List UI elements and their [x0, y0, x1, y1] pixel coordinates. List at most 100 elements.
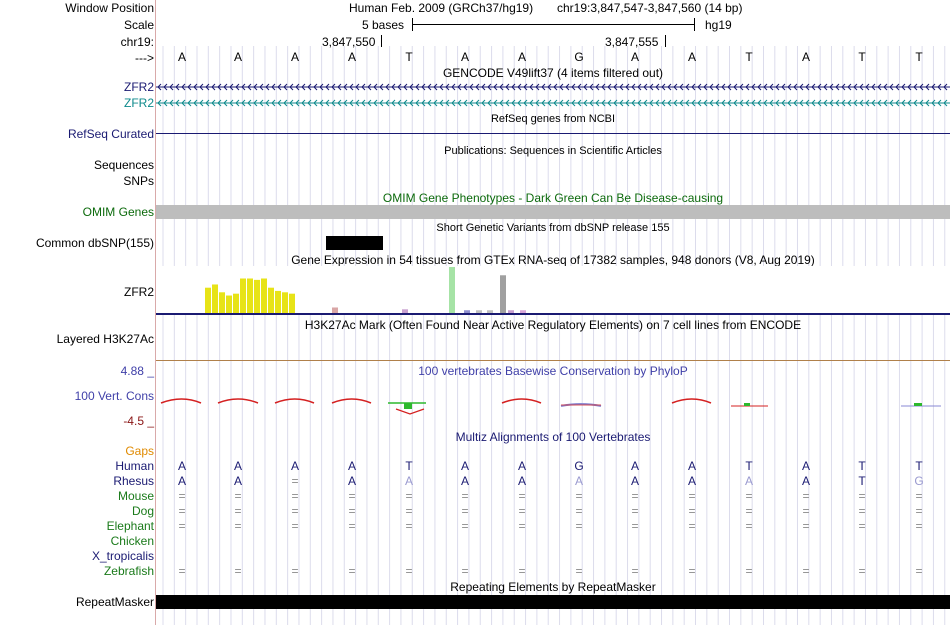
alignment-base: = [575, 504, 583, 518]
refseq-gene-line[interactable] [156, 133, 950, 134]
base: A [460, 50, 469, 64]
base: T [858, 50, 866, 64]
strand-chevron [469, 83, 474, 91]
gtex-expression-chart[interactable] [156, 266, 950, 316]
species-label-zebrafish[interactable]: Zebrafish [103, 564, 154, 578]
strand-chevron [601, 83, 606, 91]
strand-chevron [415, 99, 420, 107]
strand-chevron [865, 83, 870, 91]
base: T [745, 50, 753, 64]
strand-chevron [811, 83, 816, 91]
strand-chevron [463, 83, 468, 91]
dbsnp-variant[interactable] [326, 236, 383, 250]
gtex-tissue-bar [402, 309, 408, 313]
strand-chevron [559, 83, 564, 91]
alignment-base: T [858, 459, 866, 473]
repeatmasker-track-title[interactable]: Repeating Elements by RepeatMasker [450, 580, 656, 594]
species-label-chicken[interactable]: Chicken [110, 534, 154, 548]
gencode-gene-1[interactable] [156, 81, 950, 93]
strand-chevron [937, 99, 942, 107]
h3k27ac-baseline [156, 360, 950, 361]
h3k27ac-track-title[interactable]: H3K27Ac Mark (Often Found Near Active Re… [304, 318, 802, 332]
alignment-base: = [802, 489, 810, 503]
strand-chevron [229, 99, 234, 107]
species-label-rhesus[interactable]: Rhesus [113, 474, 154, 488]
multiz-track-title[interactable]: Multiz Alignments of 100 Vertebrates [455, 430, 651, 444]
base: A [630, 50, 639, 64]
alignment-base: G [574, 459, 584, 473]
alignment-base: = [405, 564, 413, 578]
repeatmasker-label[interactable]: RepeatMasker [75, 595, 154, 609]
alignment-base: = [405, 519, 413, 533]
repeatmasker-bar[interactable] [156, 595, 950, 609]
strand-chevron [541, 83, 546, 91]
strand-chevron [769, 99, 774, 107]
gencode-gene-label-1[interactable]: ZFR2 [124, 80, 154, 94]
alignment-base: A [630, 474, 639, 488]
gtex-tissue-bar [254, 279, 260, 313]
strand-chevron [205, 83, 210, 91]
strand-chevron [619, 83, 624, 91]
strand-chevron [457, 83, 462, 91]
omim-feature-bar[interactable] [156, 205, 950, 219]
strand-chevron [331, 99, 336, 107]
base: A [290, 50, 299, 64]
strand-chevron [427, 83, 432, 91]
species-label-mouse[interactable]: Mouse [117, 489, 154, 503]
alignment-base: = [348, 564, 356, 578]
strand-chevron [157, 83, 162, 91]
strand-chevron [907, 83, 912, 91]
publications-track-title[interactable]: Publications: Sequences in Scientific Ar… [444, 145, 662, 157]
gtex-track-title[interactable]: Gene Expression in 54 tissues from GTEx … [291, 253, 815, 267]
species-label-human[interactable]: Human [115, 459, 154, 473]
strand-chevron [799, 99, 804, 107]
gencode-track-title[interactable]: GENCODE V49lift37 (4 items filtered out) [442, 66, 664, 80]
strand-chevron [943, 83, 948, 91]
gtex-tissue-bar [247, 278, 253, 313]
dbsnp-track-title[interactable]: Short Genetic Variants from dbSNP releas… [436, 222, 670, 234]
refseq-track-title[interactable]: RefSeq genes from NCBI [490, 113, 616, 125]
scale-db: hg19 [705, 18, 732, 32]
alignment-base: A [290, 459, 299, 473]
strand-chevron [493, 99, 498, 107]
strand-chevron [847, 83, 852, 91]
species-label-dog[interactable]: Dog [131, 504, 154, 518]
alignment-base: = [915, 564, 923, 578]
h3k27ac-label[interactable]: Layered H3K27Ac [56, 332, 154, 346]
strand-chevron [577, 83, 582, 91]
snps-label[interactable]: SNPs [123, 174, 154, 188]
omim-track-title[interactable]: OMIM Gene Phenotypes - Dark Green Can Be… [382, 191, 724, 205]
phylop-signal[interactable] [156, 390, 950, 420]
strand-chevron [511, 99, 516, 107]
strand-chevron [409, 99, 414, 107]
species-label-elephant[interactable]: Elephant [106, 519, 154, 533]
omim-label[interactable]: OMIM Genes [82, 205, 154, 219]
ruler-tick-1 [381, 35, 382, 47]
strand-chevron [715, 99, 720, 107]
scale-label: Scale [123, 18, 154, 32]
strand-chevron [343, 83, 348, 91]
alignment-base: A [460, 474, 469, 488]
cons-label[interactable]: 100 Vert. Cons [74, 389, 154, 403]
multiz-gaps-label[interactable]: Gaps [125, 444, 154, 458]
strand-chevron [163, 83, 168, 91]
species-label-xtropicalis[interactable]: X_tropicalis [91, 549, 154, 563]
strand-chevron [211, 83, 216, 91]
alignment-base: = [688, 504, 696, 518]
strand-chevron [637, 99, 642, 107]
refseq-label[interactable]: RefSeq Curated [67, 127, 154, 141]
strand-chevron [571, 99, 576, 107]
sequences-label[interactable]: Sequences [93, 158, 154, 172]
phylop-track-title[interactable]: 100 vertebrates Basewise Conservation by… [418, 364, 688, 378]
gtex-tissue-bar [500, 275, 506, 313]
dbsnp-label[interactable]: Common dbSNP(155) [35, 236, 154, 250]
strand-chevron [199, 83, 204, 91]
strand-chevron [277, 83, 282, 91]
strand-chevron [823, 99, 828, 107]
gencode-gene-2[interactable] [156, 97, 950, 109]
strand-chevron [925, 83, 930, 91]
gencode-gene-label-2[interactable]: ZFR2 [124, 96, 154, 110]
alignment-base: = [291, 489, 299, 503]
strand-chevron [889, 83, 894, 91]
gtex-gene-label[interactable]: ZFR2 [124, 285, 154, 299]
